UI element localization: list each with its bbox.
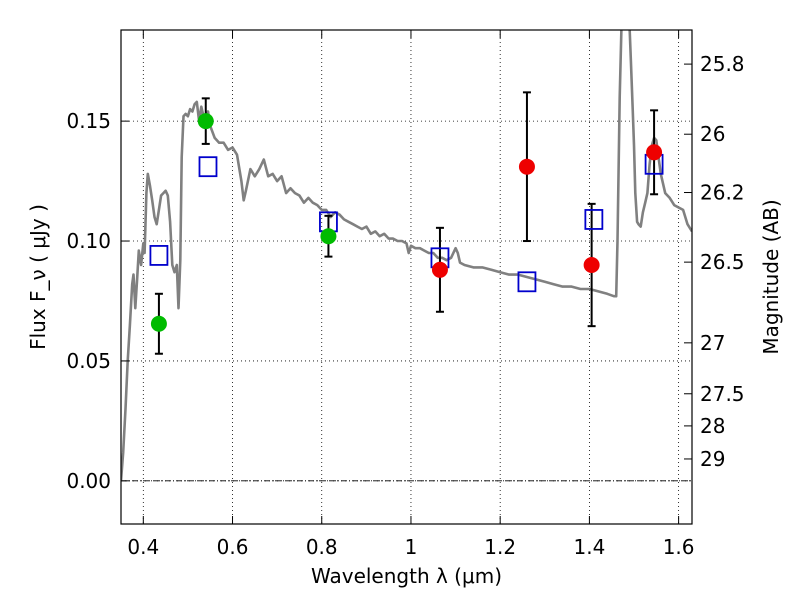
x-tick-label: 0.8 [306,535,338,559]
plot-frame [120,29,693,525]
x-tick-label: 1.2 [484,535,516,559]
x-axis-label: Wavelength λ (μm) [311,564,502,588]
tick-labels: 0.4 0.6 0.8 1 1.2 1.4 1.6 0.00 0.05 0.10 0.15 25.8 2… [66,52,744,559]
green-data-point [197,113,214,130]
red-data-point [518,158,535,175]
mag-tick-label: 26 [700,122,725,146]
data-markers [149,113,664,332]
mag-tick-label: 27 [700,331,725,355]
axis-ticks [121,30,692,524]
mag-tick-label: 26.2 [700,181,745,205]
green-data-point [150,315,167,332]
mag-tick-label: 27.5 [700,382,745,406]
red-data-point [583,257,600,274]
red-data-point [646,144,663,161]
y-axis-label: Flux F_ν ( μJy ) [26,204,50,350]
model-square-marker [149,245,169,266]
x-tick-label: 1.6 [663,535,695,559]
y-tick-label: 0.10 [66,229,111,253]
mag-tick-label: 26.5 [700,250,745,274]
x-tick-label: 0.6 [217,535,249,559]
red-data-point [431,261,448,278]
model-square-marker [517,271,537,293]
model-sed-line [121,30,692,481]
error-bars [154,91,659,355]
x-tick-label: 0.4 [127,535,159,559]
mag-tick-label: 29 [700,447,725,471]
mag-tick-label: 28 [700,414,725,438]
y-tick-label: 0.00 [66,469,111,493]
y-tick-label: 0.05 [66,349,111,373]
model-square-marker [584,209,604,230]
y-tick-label: 0.15 [66,109,111,133]
green-data-point [320,228,337,245]
right-y-axis-label: Magnitude (AB) [759,199,783,354]
x-tick-label: 1.4 [573,535,605,559]
model-square-marker [198,156,218,178]
mag-tick-label: 25.8 [700,52,745,76]
x-tick-label: 1 [405,535,418,559]
